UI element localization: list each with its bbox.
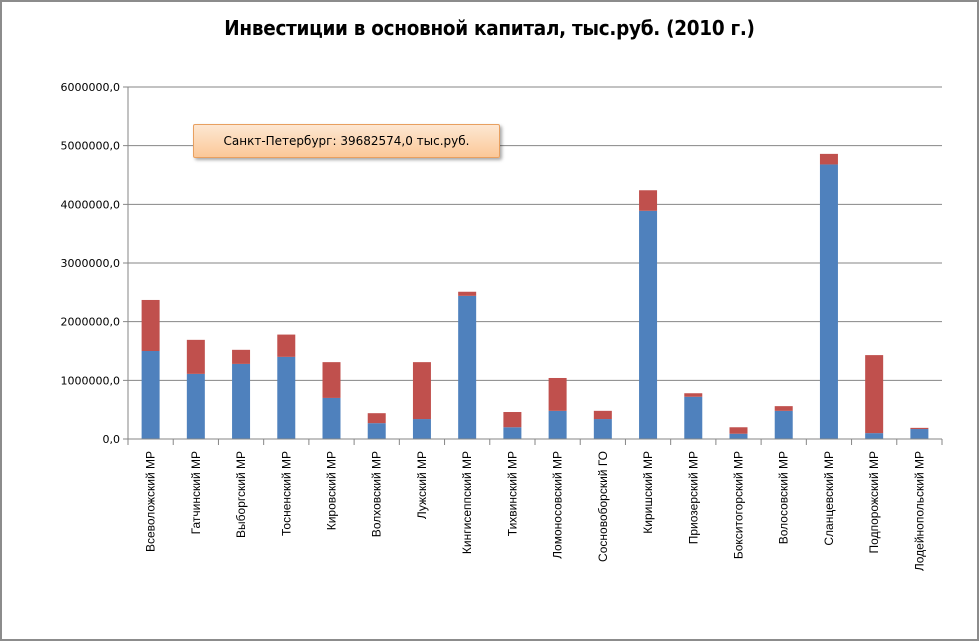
x-category-label: Лужский МР: [415, 451, 429, 519]
bar-segment: [639, 190, 658, 211]
x-category-label: Волосовский МР: [777, 451, 791, 544]
y-tick-label: 2000000,0: [61, 316, 121, 329]
bar-segment: [186, 373, 205, 439]
bar-segment: [412, 362, 431, 420]
bar-segment: [819, 153, 838, 165]
y-tick-label: 3000000,0: [61, 257, 121, 270]
y-tick-label: 6000000,0: [61, 81, 121, 94]
x-category-label: Ломоносовский МР: [551, 451, 565, 559]
x-category-label: Подпорожский МР: [867, 451, 881, 553]
bar-segment: [910, 427, 929, 430]
bar-segment: [593, 419, 612, 439]
bar-segment: [277, 334, 296, 357]
bar-segment: [684, 393, 703, 397]
bar-segment: [458, 291, 477, 296]
bar-segment: [593, 410, 612, 420]
spb-annotation-callout: Санкт-Петербург: 39682574,0 тыс.руб.: [193, 124, 500, 158]
bar-segment: [548, 410, 567, 439]
x-category-label: Киришский МР: [641, 451, 655, 534]
y-tick-label: 5000000,0: [61, 140, 121, 153]
bar-segment: [232, 363, 251, 439]
bar-segment: [322, 397, 341, 439]
bar-segment: [322, 362, 341, 398]
y-tick-label: 4000000,0: [61, 198, 121, 211]
x-category-label: Сланцевский МР: [822, 451, 836, 546]
bar-segment: [458, 295, 477, 439]
bar-segment: [819, 164, 838, 439]
x-category-label: Гатчинский МР: [189, 451, 203, 534]
bar-segment: [729, 427, 748, 434]
x-category-label: Тосненский МР: [279, 451, 293, 536]
bar-segment: [277, 356, 296, 439]
bar-segment: [141, 299, 160, 351]
bar-segment: [548, 377, 567, 411]
y-tick-label: 0,0: [103, 433, 121, 446]
bar-segment: [186, 339, 205, 374]
bar-segment: [774, 410, 793, 439]
bar-segment: [639, 210, 658, 439]
x-category-label: Тихвинский МР: [505, 451, 519, 536]
chart-title: Инвестиции в основной капитал, тыс.руб. …: [224, 16, 755, 40]
x-category-label: Выборгский МР: [234, 451, 248, 538]
x-category-label: Всеволожский МР: [144, 451, 158, 552]
x-category-label: Лодейнопольский МР: [912, 451, 926, 571]
x-category-label: Приозерский МР: [686, 451, 700, 544]
y-tick-label: 1000000,0: [61, 374, 121, 387]
bar-segment: [774, 406, 793, 411]
bar-segment: [141, 351, 160, 439]
x-category-label: Кингисеппский МР: [460, 451, 474, 554]
bar-segment: [232, 349, 251, 364]
bar-segment: [503, 427, 522, 439]
bar-segment: [367, 423, 386, 439]
bar-segment: [503, 412, 522, 428]
bar-segment: [729, 433, 748, 439]
bar-segment: [910, 429, 929, 439]
x-category-label: Волховский МР: [370, 451, 384, 537]
bar-segment: [684, 396, 703, 439]
bar-segment: [367, 413, 386, 424]
x-category-label: Кировский МР: [325, 451, 339, 530]
x-category-label: Бокситогорский МР: [732, 451, 746, 559]
bar-segment: [865, 355, 884, 434]
bar-segment: [412, 419, 431, 439]
bar-segment: [865, 433, 884, 439]
x-category-label: Сосновоборский ГО: [596, 451, 610, 562]
